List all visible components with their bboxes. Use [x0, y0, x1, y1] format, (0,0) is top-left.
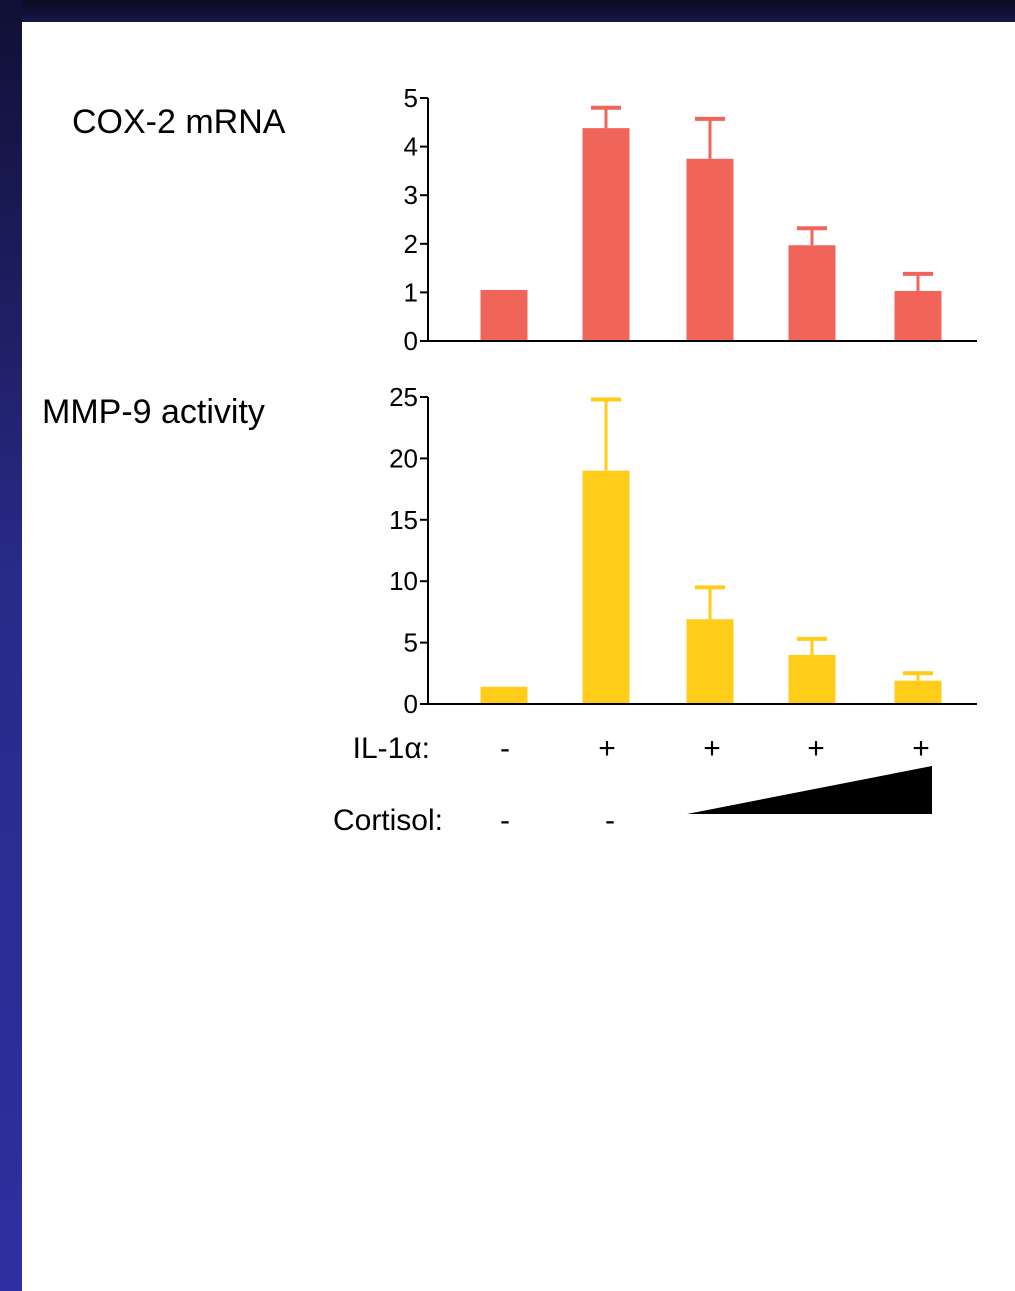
cox2-y-tick-label: 1 [404, 277, 418, 307]
mmp9-y-tick-label: 5 [404, 628, 418, 658]
mmp9-bar [686, 619, 734, 704]
il1a-value: + [598, 732, 616, 765]
mmp9-y-tick-label: 0 [404, 689, 418, 719]
cortisol-value: - [500, 804, 510, 837]
il1a-value: + [807, 732, 825, 765]
cox2-bar [686, 158, 734, 341]
mmp9-bar [480, 686, 528, 704]
slide-top-border [0, 0, 1015, 22]
cox2-y-tick-label: 3 [404, 180, 418, 210]
il1a-value: - [500, 732, 510, 765]
slide-left-border [0, 0, 22, 1291]
mmp9-chart: 0 5 10 15 20 25 [389, 382, 977, 719]
mmp9-y-tick-label: 10 [389, 566, 418, 596]
cox2-y-tick-label: 4 [404, 132, 418, 162]
mmp9-y-tick-label: 20 [389, 443, 418, 473]
mmp9-y-tick-label: 15 [389, 505, 418, 535]
il1a-value: + [912, 732, 930, 765]
cox2-y-tick-label: 2 [404, 229, 418, 259]
cox2-bar [480, 289, 528, 341]
cox2-chart: 0 1 2 3 4 5 [404, 83, 977, 356]
cox2-bar [582, 128, 630, 341]
mmp9-y-tick-label: 25 [389, 382, 418, 412]
cox2-chart-title: COX-2 mRNA [72, 103, 286, 141]
cortisol-label: Cortisol: [333, 804, 443, 837]
cox2-bar [788, 245, 836, 341]
mmp9-bar [894, 680, 942, 704]
mmp9-chart-title: MMP-9 activity [42, 393, 265, 431]
il1a-label: IL-1α: [353, 732, 430, 765]
cox2-y-tick-label: 0 [404, 326, 418, 356]
il1a-value: + [703, 732, 721, 765]
mmp9-bar [582, 470, 630, 704]
cox2-y-tick-label: 5 [404, 83, 418, 113]
cortisol-dose-wedge [687, 766, 932, 814]
mmp9-bar [788, 654, 836, 704]
slide-canvas [22, 22, 1015, 1291]
cox2-bar [894, 290, 942, 341]
cortisol-value: - [605, 804, 615, 837]
